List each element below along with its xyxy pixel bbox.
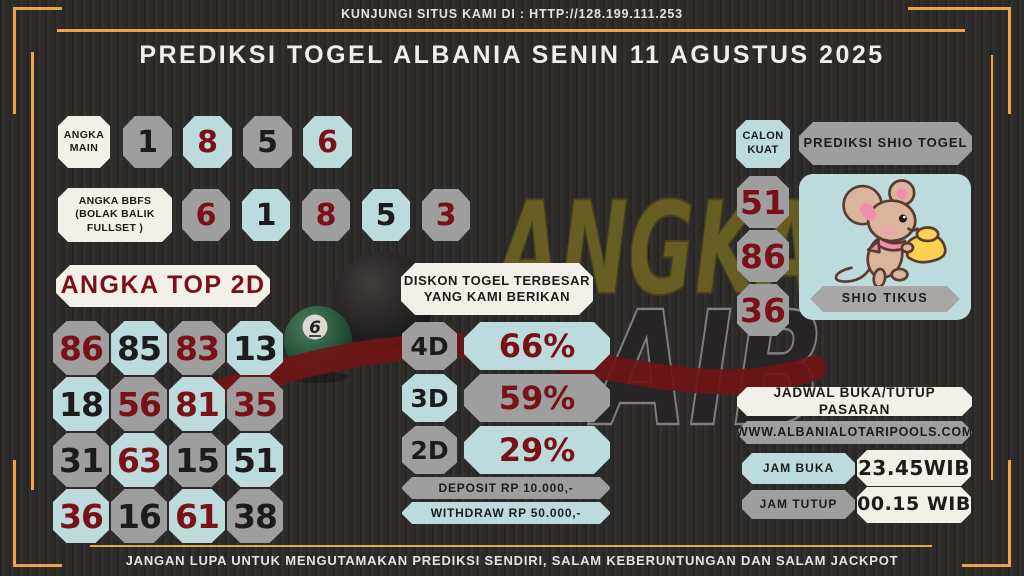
angka-top-2d-grid: 86 85 83 13 18 56 81 35 31 63 15 51 36 16 61 38: [53, 321, 283, 543]
discount-type-label: 2D: [402, 426, 457, 474]
number-tile: 18: [53, 377, 109, 431]
close-time-value: 00.15 WIB: [857, 487, 971, 523]
number-tile: 15: [169, 433, 225, 487]
frame-line-footer: [90, 544, 932, 547]
number-tile: 5: [243, 116, 292, 168]
number-tile: 86: [737, 230, 789, 282]
discount-percent-value: 29%: [464, 426, 610, 474]
discount-header: DISKON TOGEL TERBESAR YANG KAMI BERIKAN: [401, 263, 593, 315]
number-tile: 1: [123, 116, 172, 168]
angka-bbfs-label: ANGKA BBFS (BOLAK BALIK FULLSET ): [58, 188, 172, 242]
number-tile: 36: [737, 284, 789, 336]
discount-percent-value: 59%: [464, 374, 610, 422]
discount-type-label: 3D: [402, 374, 457, 422]
number-tile: 3: [422, 189, 470, 241]
page-title: PREDIKSI TOGEL ALBANIA SENIN 11 AGUSTUS …: [139, 41, 885, 69]
site-url-bar[interactable]: KUNJUNGI SITUS KAMI DI : HTTP://128.199.…: [341, 7, 683, 21]
number-tile: 51: [737, 176, 789, 228]
number-tile: 86: [53, 321, 109, 375]
frame-corner-top-right: [908, 7, 1011, 114]
number-tile: 16: [111, 489, 167, 543]
discount-row: 4D 66%: [402, 322, 610, 370]
number-tile: 6: [303, 116, 352, 168]
withdraw-info: WITHDRAW RP 50.000,-: [402, 502, 610, 524]
number-tile: 6: [182, 189, 230, 241]
footer-text: JANGAN LUPA UNTUK MENGUTAMAKAN PREDIKSI …: [125, 553, 899, 568]
shio-header: PREDIKSI SHIO TOGEL: [799, 122, 972, 165]
calon-kuat-numbers: 51 86 36: [737, 176, 789, 336]
shio-card: SHIO TIKUS: [799, 174, 971, 320]
discount-row: 3D 59%: [402, 374, 610, 422]
discount-row: 2D 29%: [402, 426, 610, 474]
number-tile: 81: [169, 377, 225, 431]
deposit-info: DEPOSIT RP 10.000,-: [402, 477, 610, 499]
frame-corner-bottom-right: [962, 460, 1011, 567]
angka-top-2d-label: ANGKA TOP 2D: [56, 265, 270, 307]
number-tile: 51: [227, 433, 283, 487]
open-time-label: JAM BUKA: [742, 453, 855, 484]
number-tile: 56: [111, 377, 167, 431]
number-tile: 31: [53, 433, 109, 487]
discount-table: 4D 66% 3D 59% 2D 29%: [402, 322, 610, 474]
number-tile: 38: [227, 489, 283, 543]
frame-line-left: [31, 52, 34, 490]
number-tile: 35: [227, 377, 283, 431]
frame-line-top: [57, 29, 965, 32]
number-tile: 61: [169, 489, 225, 543]
schedule-header: JADWAL BUKA/TUTUP PASARAN: [737, 387, 972, 416]
frame-corner-bottom-left: [13, 460, 62, 567]
open-time-value: 23.45WIB: [857, 450, 971, 486]
frame-corner-top-left: [13, 7, 62, 114]
number-tile: 13: [227, 321, 283, 375]
close-time-label: JAM TUTUP: [742, 490, 855, 519]
number-tile: 5: [362, 189, 410, 241]
number-tile: 85: [111, 321, 167, 375]
pool-ball-6-icon: 6: [284, 306, 352, 374]
number-tile: 8: [183, 116, 232, 168]
discount-percent-value: 66%: [464, 322, 610, 370]
mouse-with-gold-ingot-icon: [834, 179, 947, 288]
number-tile: 63: [111, 433, 167, 487]
number-tile: 1: [242, 189, 290, 241]
number-tile: 83: [169, 321, 225, 375]
shio-name-banner: SHIO TIKUS: [810, 286, 960, 312]
number-tile: 36: [53, 489, 109, 543]
number-tile: 8: [302, 189, 350, 241]
svg-text:6: 6: [309, 318, 321, 338]
discount-type-label: 4D: [402, 322, 457, 370]
angka-main-label: ANGKA MAIN: [58, 116, 110, 168]
frame-line-right: [990, 55, 993, 480]
website-link[interactable]: WWW.ALBANIALOTARIPOOLS.COM: [737, 421, 972, 444]
calon-kuat-label: CALON KUAT: [736, 120, 790, 168]
